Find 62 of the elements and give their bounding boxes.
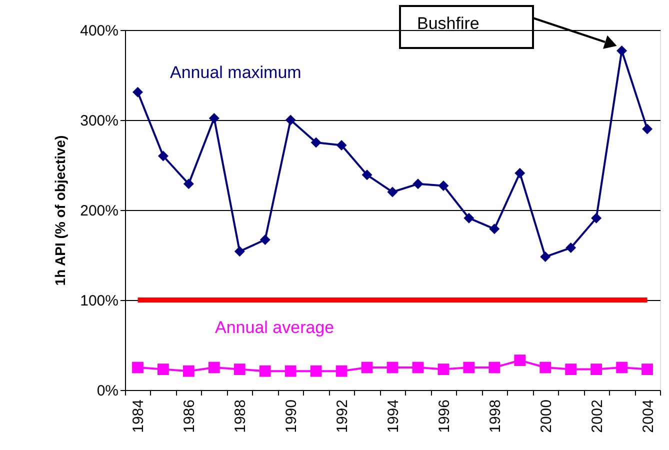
x-tick-label: 1998 [486,400,504,433]
x-tick-label: 1996 [436,400,453,433]
point [208,362,220,374]
x-tick-label: 1990 [283,400,300,433]
point [362,170,372,180]
x-tick-label: 2002 [588,400,606,433]
point [259,365,271,377]
annotation: Bushfire [417,14,480,33]
point [642,124,653,134]
point [387,186,398,198]
point [234,246,245,257]
point [438,364,450,375]
x-tick-label: 1994 [385,400,402,433]
point [412,362,424,374]
y-tick-label: 300% [80,112,118,130]
x-tick-label: 1988 [232,400,250,433]
point [464,212,474,224]
x-tick-label: 2004 [640,400,657,433]
point [514,168,526,178]
point [565,364,577,375]
point [310,365,322,377]
point [132,362,144,374]
point [336,365,348,377]
point [285,114,296,126]
point [336,140,347,150]
point [489,224,500,234]
x-tick-label: 1992 [334,400,352,433]
point [642,364,653,375]
point [182,365,194,377]
point [361,362,373,374]
point [234,364,246,375]
point [488,362,500,374]
point [514,354,526,366]
point [412,178,424,190]
point [158,150,168,162]
y-tick-label: 200% [80,202,118,220]
y-axis-title: 1h API (% of objective) [52,135,68,286]
x-tick-label: 1986 [181,400,198,433]
point [183,178,194,190]
y-tick-label: 400% [80,22,118,40]
point [616,45,628,56]
y-tick-label: 0% [96,382,118,400]
point [132,86,143,98]
point [386,362,398,374]
series-label: Annual average [215,318,334,337]
point [540,252,551,262]
y-tick-label: 100% [80,292,118,310]
x-tick-label: 1984 [130,400,148,433]
point [463,362,475,374]
x-tick-label: 2000 [538,400,555,433]
series-label: Annual maximum [170,63,302,82]
point [284,365,296,377]
point [591,212,602,224]
point [260,234,270,245]
point [208,112,220,124]
point [540,362,552,374]
point [158,364,169,375]
point [438,180,449,191]
point [566,242,576,254]
point [590,364,602,375]
point [616,362,628,374]
point [310,137,322,148]
